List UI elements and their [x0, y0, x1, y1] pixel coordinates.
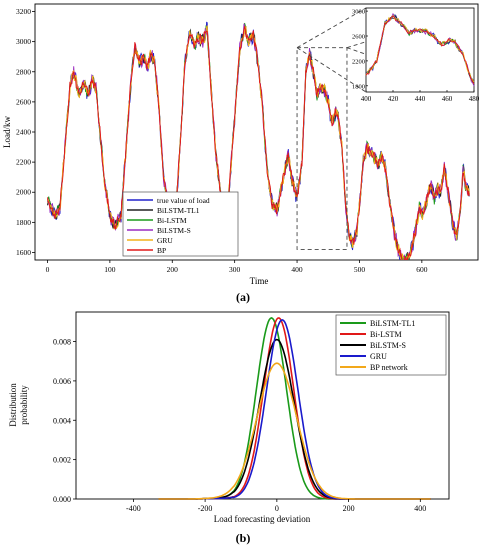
inset-line-bp — [365, 15, 475, 85]
legend-label: true value of load — [157, 196, 210, 205]
inset-y-tick-label: 1800 — [352, 83, 365, 90]
inset-x-tick-label: 420 — [388, 95, 399, 103]
inset-plot-area — [365, 7, 475, 93]
y-tick-label: 2000 — [16, 188, 31, 197]
b-y-tick-label: 0.002 — [53, 456, 71, 465]
y-tick-label: 2400 — [16, 128, 31, 137]
panel-b-ylabel-line1: Distribution — [8, 383, 18, 427]
b-legend-label: Bi-LSTM — [370, 330, 402, 339]
x-tick-label: 200 — [167, 265, 179, 274]
legend-label: GRU — [157, 236, 173, 245]
y-tick-label: 2200 — [16, 158, 31, 167]
b-y-tick-label: 0.008 — [53, 338, 71, 347]
panel-a-xlabel: Time — [250, 276, 269, 286]
panel-a-legend: true value of loadBiLSTM-TL1Bi-LSTMBiLST… — [122, 191, 239, 257]
y-tick-label: 1600 — [16, 248, 31, 257]
x-tick-label: 400 — [291, 265, 303, 274]
panel-b-distribution-chart: -400 -200 0 200 400 0.000 0.002 0.004 0.006 0.008… — [8, 311, 450, 545]
series-line-gru — [47, 25, 470, 260]
b-x-tick-label: 0 — [275, 504, 279, 513]
panel-b-plot-area — [75, 311, 450, 500]
legend-label: Bi-LSTM — [157, 216, 187, 225]
inset-x-tick-label: 440 — [415, 95, 426, 103]
panel-a-load-chart: 0 100 200 300 400 500 600 1600 1800 2000 2200 2400 2… — [2, 3, 480, 304]
b-legend-label: BiLSTM-S — [370, 341, 406, 350]
b-x-tick-label: 400 — [414, 504, 426, 513]
inset-y-tick-label: 2200 — [352, 58, 365, 65]
zoom-rect — [296, 47, 348, 250]
panel-b-legend: BiLSTM-TL1 Bi-LSTM BiLSTM-S GRU BP network — [335, 314, 447, 376]
y-tick-label: 3200 — [16, 7, 31, 16]
x-tick-label: 300 — [229, 265, 241, 274]
dist-line-4 — [158, 362, 431, 500]
b-y-tick-label: 0.006 — [53, 377, 71, 386]
legend-label: BP — [157, 246, 166, 255]
x-tick-label: 600 — [416, 265, 428, 274]
b-legend-label: BP network — [370, 363, 408, 372]
inset-x-tick-label: 480 — [469, 95, 480, 103]
inset-x-tick-label: 400 — [361, 95, 372, 103]
panel-a-ylabel: Load/kw — [2, 116, 12, 148]
b-legend-label: BiLSTM-TL1 — [370, 319, 415, 328]
y-tick-label: 1800 — [16, 218, 31, 227]
b-x-tick-label: 200 — [343, 504, 355, 513]
panel-b-caption: (b) — [236, 531, 251, 545]
inset-chart: 400 420 440 460 480 1800 2200 2600 3000 — [352, 7, 480, 103]
x-tick-label: 100 — [104, 265, 116, 274]
series-line-bp — [47, 25, 470, 260]
inset-x-tick-label: 460 — [442, 95, 453, 103]
y-tick-label: 2600 — [16, 97, 31, 106]
y-tick-label: 3000 — [16, 37, 31, 46]
inset-y-tick-label: 3000 — [352, 9, 365, 16]
panel-a-caption: (a) — [236, 290, 250, 304]
legend-label: BiLSTM-TL1 — [157, 206, 200, 215]
b-y-tick-label: 0.004 — [53, 416, 71, 425]
y-tick-label: 2800 — [16, 67, 31, 76]
b-legend-label: GRU — [370, 352, 387, 361]
b-y-tick-label: 0.000 — [53, 495, 71, 504]
b-x-tick-label: -200 — [198, 504, 213, 513]
panel-b-ylabel-line2: probability — [19, 385, 29, 425]
b-x-tick-label: -400 — [126, 504, 141, 513]
x-tick-label: 500 — [354, 265, 366, 274]
legend-label: BiLSTM-S — [157, 226, 191, 235]
panel-b-xlabel: Load forecasting deviation — [214, 514, 311, 524]
inset-y-tick-label: 2600 — [352, 34, 365, 41]
x-tick-label: 0 — [46, 265, 50, 274]
